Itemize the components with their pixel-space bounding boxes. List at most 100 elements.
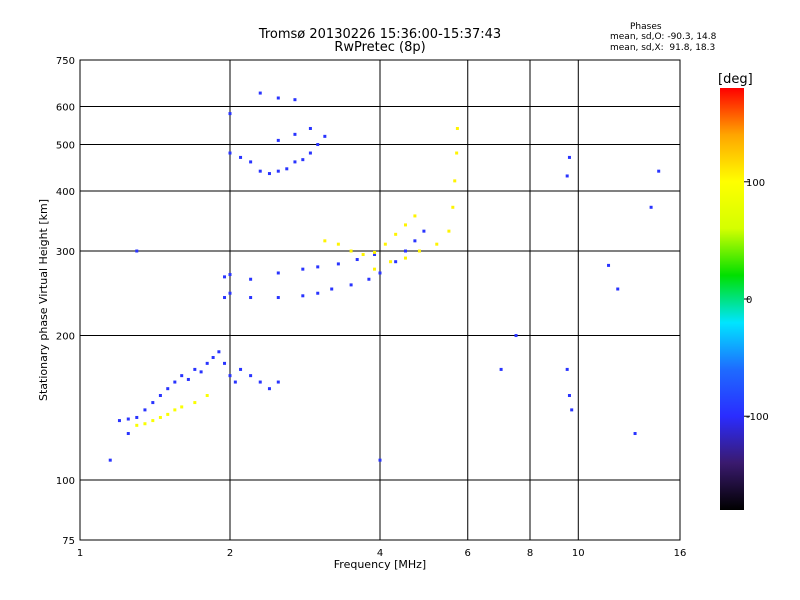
data-point — [514, 334, 518, 338]
data-point — [239, 155, 243, 159]
data-point — [180, 374, 184, 378]
data-point — [166, 387, 170, 391]
stats-x-mode: mean, sd,X: 91.8, 18.3 — [610, 43, 716, 53]
data-point — [413, 214, 417, 218]
data-point — [373, 250, 377, 254]
stats-title: Phases — [630, 22, 662, 32]
data-point — [143, 408, 147, 412]
data-point — [205, 394, 209, 398]
y-ticks: 75 100 200 300 400 500 600 750 — [56, 56, 75, 547]
data-point — [173, 380, 177, 384]
data-point — [367, 277, 371, 281]
stats-o-mode: mean, sd,O: -90.3, 14.8 — [610, 32, 717, 42]
data-point — [193, 401, 197, 405]
data-point — [135, 423, 139, 427]
data-point — [355, 258, 359, 262]
data-point — [276, 380, 280, 384]
data-point — [173, 408, 177, 412]
data-point — [403, 223, 407, 227]
data-point — [301, 267, 305, 271]
data-point — [199, 370, 203, 374]
data-point — [293, 132, 297, 136]
y-tick-label: 200 — [56, 332, 75, 343]
data-point — [276, 296, 280, 300]
data-point — [223, 296, 227, 300]
data-point — [228, 374, 232, 378]
data-point — [126, 432, 130, 436]
data-point — [239, 367, 243, 371]
data-point — [126, 417, 130, 421]
data-point — [158, 415, 162, 419]
data-point — [151, 401, 155, 405]
data-point — [316, 265, 320, 269]
data-point — [308, 151, 312, 155]
data-point — [336, 242, 340, 246]
data-point — [316, 291, 320, 295]
data-point — [349, 249, 353, 253]
data-point — [394, 232, 398, 236]
y-tick-label: 500 — [56, 141, 75, 152]
data-point — [455, 126, 459, 130]
data-point — [276, 169, 280, 173]
data-point — [258, 169, 262, 173]
x-tick-label: 16 — [674, 548, 687, 559]
data-point — [308, 126, 312, 130]
data-point — [285, 167, 289, 171]
data-point — [435, 242, 439, 246]
data-point — [373, 253, 377, 257]
x-tick-label: 1 — [77, 548, 83, 559]
data-point — [276, 271, 280, 275]
data-point — [616, 287, 620, 291]
data-point — [258, 91, 262, 95]
x-tick-label: 4 — [377, 548, 383, 559]
data-point — [135, 249, 139, 253]
data-point — [422, 229, 426, 233]
data-point — [267, 172, 271, 176]
data-point — [228, 273, 232, 277]
data-point — [301, 158, 305, 162]
y-tick-label: 75 — [62, 536, 75, 547]
data-point — [151, 419, 155, 423]
x-axis-label: Frequency [MHz] — [334, 558, 426, 571]
data-point — [394, 260, 398, 264]
x-tick-label: 10 — [572, 548, 585, 559]
y-tick-label: 300 — [56, 247, 75, 258]
points-layer — [108, 91, 661, 462]
data-point — [336, 262, 340, 266]
data-point — [378, 458, 382, 462]
data-point — [323, 134, 327, 138]
y-tick-label: 600 — [56, 103, 75, 114]
plot-frame — [79, 59, 681, 541]
x-tick-label: 8 — [527, 548, 533, 559]
data-point — [649, 205, 653, 209]
data-point — [453, 179, 457, 183]
data-point — [565, 174, 569, 178]
data-point — [143, 422, 147, 426]
data-point — [499, 367, 503, 371]
data-point — [228, 112, 232, 116]
data-point — [217, 350, 221, 354]
data-point — [301, 294, 305, 298]
data-point — [249, 374, 253, 378]
data-point — [108, 458, 112, 462]
data-point — [447, 229, 451, 233]
data-point — [211, 355, 215, 359]
data-point — [389, 260, 393, 264]
data-point — [565, 367, 569, 371]
y-tick-label: 100 — [56, 476, 75, 487]
data-point — [276, 138, 280, 142]
x-tick-label: 6 — [465, 548, 471, 559]
data-point — [293, 160, 297, 164]
data-point — [223, 361, 227, 365]
data-point — [228, 291, 232, 295]
data-point — [373, 267, 377, 271]
colorbar-label: [deg] — [718, 72, 753, 87]
x-ticks: 1 2 4 6 8 10 16 — [77, 548, 687, 559]
data-point — [193, 367, 197, 371]
data-point — [633, 432, 637, 436]
data-point — [413, 239, 417, 243]
x-tick-label: 2 — [227, 548, 233, 559]
data-point — [451, 205, 455, 209]
data-point — [316, 143, 320, 147]
